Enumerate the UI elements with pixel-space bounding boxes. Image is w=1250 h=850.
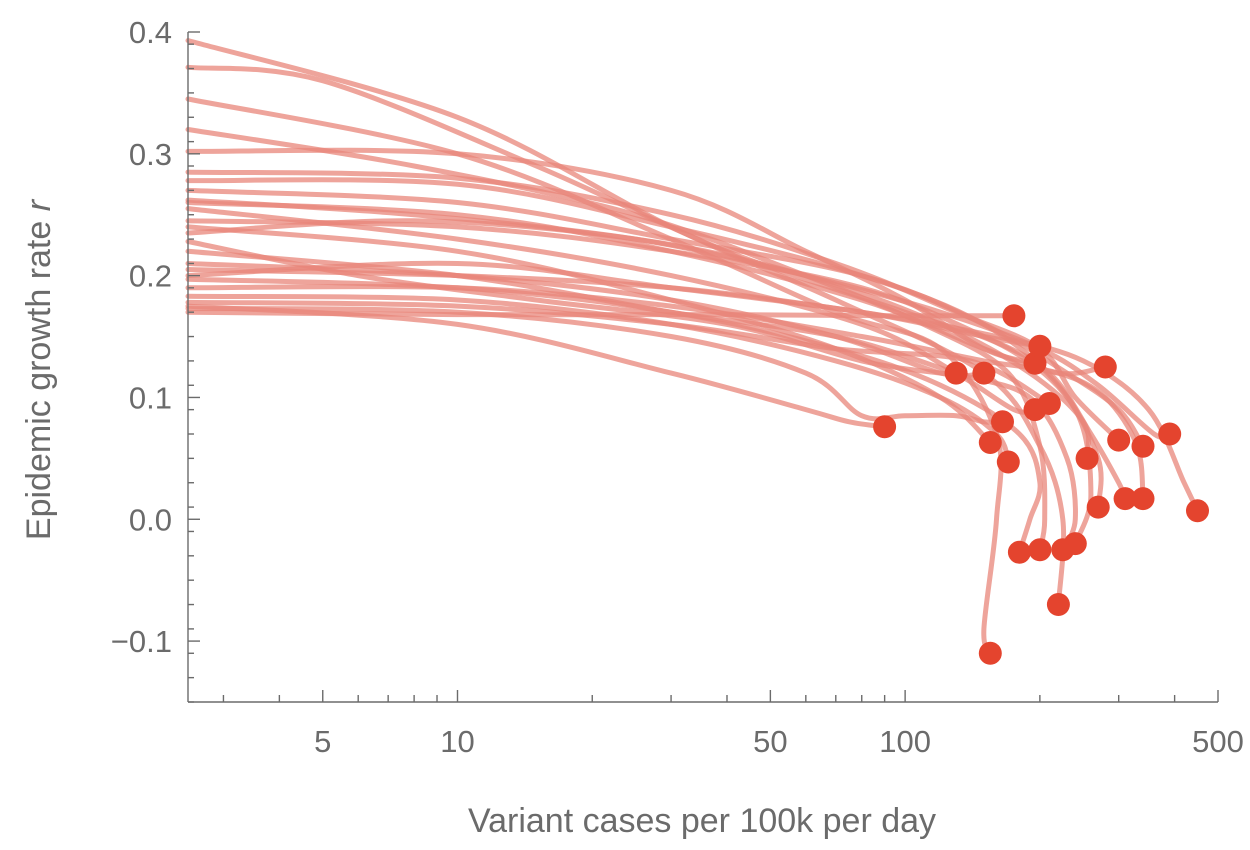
x-tick-label-4: 100: [879, 724, 931, 759]
series-endpoint-1: [1046, 593, 1070, 616]
series-endpoint-8: [1131, 434, 1155, 458]
series-endpoint-22: [873, 415, 897, 439]
series-endpoint-18: [996, 450, 1020, 474]
series-endpoint-3: [978, 641, 1002, 665]
series-endpoint-19: [1037, 392, 1061, 415]
y-axis-title: Epidemic growth rate r: [20, 198, 58, 540]
series-line-22: [185, 303, 888, 430]
series-line-12: [185, 218, 1092, 461]
series-line-26: [185, 224, 993, 445]
y-tick-label-2: 0.3: [129, 137, 172, 172]
x-axis-title: Variant cases per 100k per day: [468, 802, 936, 840]
points-layer: [873, 304, 1209, 665]
series-endpoint-25: [972, 361, 996, 385]
series-endpoint-13: [944, 361, 968, 385]
series-line-11: [185, 218, 1128, 502]
series-line-1: [185, 38, 1067, 607]
x-tick-label-3: 50: [753, 724, 787, 759]
series-layer: [185, 38, 1200, 656]
series-line-2: [185, 64, 1094, 547]
series-line-17: [185, 283, 1146, 502]
y-tick-label-6: −0.1: [111, 624, 172, 659]
series-endpoint-17: [1131, 487, 1155, 511]
series-endpoint-15: [1186, 499, 1209, 523]
series-line-8: [185, 187, 1146, 449]
series-endpoint-11: [1113, 487, 1137, 511]
series-line-23: [185, 260, 1043, 349]
series-endpoint-7: [1086, 495, 1110, 519]
y-tick-label-3: 0.2: [129, 259, 172, 294]
y-axis-title-variable: r: [20, 198, 58, 211]
series-endpoint-20: [991, 410, 1014, 434]
x-tick-label-5: 500: [1192, 724, 1244, 759]
series-endpoint-9: [1158, 422, 1182, 446]
series-endpoint-14: [1051, 538, 1075, 562]
y-tick-label-1: 0.4: [129, 15, 172, 50]
x-tick-label-2: 10: [440, 724, 474, 759]
axes-layer: 0.4 0.3 0.2 0.1 0.0 −0.1 5 10 50 100 500: [111, 15, 1244, 759]
series-endpoint-21: [1002, 304, 1026, 328]
series-endpoint-24: [1093, 355, 1117, 379]
y-tick-label-5: 0.0: [129, 502, 172, 537]
series-endpoint-23: [1028, 334, 1052, 358]
series-line-19: [185, 299, 1052, 406]
y-tick-label-4: 0.1: [129, 380, 172, 415]
series-endpoint-26: [978, 431, 1002, 454]
series-endpoint-6: [1107, 428, 1131, 452]
series-endpoint-12: [1075, 446, 1099, 470]
series-endpoint-4: [1028, 538, 1052, 562]
series-endpoint-16: [1007, 540, 1031, 564]
x-tick-label-1: 5: [314, 724, 331, 759]
y-axis-title-text: Epidemic growth rate: [20, 221, 58, 540]
